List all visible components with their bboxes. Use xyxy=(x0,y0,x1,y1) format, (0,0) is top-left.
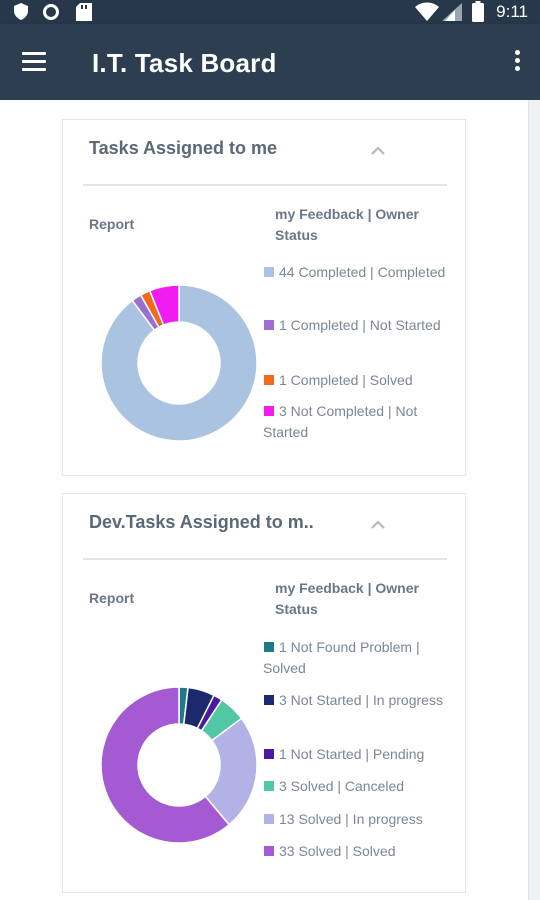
sd-card-icon xyxy=(76,3,92,21)
legend-item: 13 Solved | In progress xyxy=(263,809,453,830)
status-bar: 9:11 xyxy=(0,0,540,24)
legend-swatch xyxy=(264,781,274,791)
legend-label: 1 Completed | Solved xyxy=(279,372,413,388)
card-title: Dev.Tasks Assigned to m.. xyxy=(89,512,314,532)
legend-label: 44 Completed | Completed xyxy=(279,264,446,280)
donut-slice xyxy=(100,284,258,442)
donut-slice xyxy=(204,717,258,826)
legend-item: 1 Completed | Not Started xyxy=(263,315,453,336)
legend-title: my Feedback | Owner Status xyxy=(275,580,419,617)
status-time: 9:11 xyxy=(496,2,528,21)
menu-icon-line xyxy=(22,60,46,63)
legend-item: 1 Completed | Solved xyxy=(263,370,453,391)
donut-chart xyxy=(100,686,258,844)
legend-swatch xyxy=(264,642,274,652)
app-bar: I.T. Task Board xyxy=(0,24,540,100)
legend-label: 1 Completed | Not Started xyxy=(279,317,441,333)
legend-label: 3 Not Started | In progress xyxy=(279,692,443,708)
legend-swatch xyxy=(264,814,274,824)
legend-item: 1 Not Found Problem | Solved xyxy=(263,637,453,679)
donut-chart xyxy=(100,284,258,442)
wifi-icon xyxy=(415,2,439,21)
donut-slice xyxy=(148,284,180,326)
more-vert-icon-dot xyxy=(514,58,520,63)
legend-swatch xyxy=(264,406,274,416)
legend-swatch xyxy=(264,267,274,277)
menu-icon-line xyxy=(22,68,46,71)
legend-swatch xyxy=(264,695,274,705)
legend-swatch xyxy=(264,846,274,856)
card-divider xyxy=(83,558,447,560)
legend-label: 1 Not Started | Pending xyxy=(279,746,425,762)
more-vert-icon-dot xyxy=(514,50,520,55)
dev-tasks-assigned-card: Dev.Tasks Assigned to m.. Report my Feed… xyxy=(62,493,466,893)
circle-icon xyxy=(43,4,59,20)
overflow-menu-button[interactable] xyxy=(512,50,522,76)
legend-item: 44 Completed | Completed xyxy=(263,262,453,283)
legend-swatch xyxy=(264,375,274,385)
legend-label: 13 Solved | In progress xyxy=(279,811,423,827)
menu-button[interactable] xyxy=(22,52,48,72)
legend-title: my Feedback | Owner Status xyxy=(275,206,419,243)
chevron-up-icon[interactable] xyxy=(369,518,387,532)
legend-label: 3 Solved | Canceled xyxy=(279,778,405,794)
legend-label: 33 Solved | Solved xyxy=(279,843,396,859)
card-title: Tasks Assigned to me xyxy=(89,138,278,158)
app-title: I.T. Task Board xyxy=(92,48,277,78)
legend-item: 3 Not Completed | Not Started xyxy=(263,401,453,443)
legend-label: 3 Not Completed | Not Started xyxy=(263,403,418,440)
chevron-up-icon[interactable] xyxy=(369,144,387,158)
legend-label: 1 Not Found Problem | Solved xyxy=(263,639,420,676)
report-label: Report xyxy=(89,216,135,232)
legend-item: 3 Solved | Canceled xyxy=(263,776,453,797)
legend-item: 3 Not Started | In progress xyxy=(263,690,453,711)
card-divider xyxy=(83,184,447,186)
more-vert-icon-dot xyxy=(514,66,520,71)
legend-swatch xyxy=(264,749,274,759)
menu-icon-line xyxy=(22,52,46,55)
tasks-assigned-card: Tasks Assigned to me Report my Feedback … xyxy=(62,119,466,476)
report-label: Report xyxy=(89,590,135,606)
shield-icon xyxy=(14,3,28,20)
legend-item: 33 Solved | Solved xyxy=(263,841,453,862)
signal-icon xyxy=(442,3,462,21)
legend-item: 1 Not Started | Pending xyxy=(263,744,453,765)
legend-swatch xyxy=(264,320,274,330)
scrollbar[interactable] xyxy=(528,100,540,900)
donut-slice xyxy=(100,686,231,844)
battery-icon xyxy=(472,1,484,22)
